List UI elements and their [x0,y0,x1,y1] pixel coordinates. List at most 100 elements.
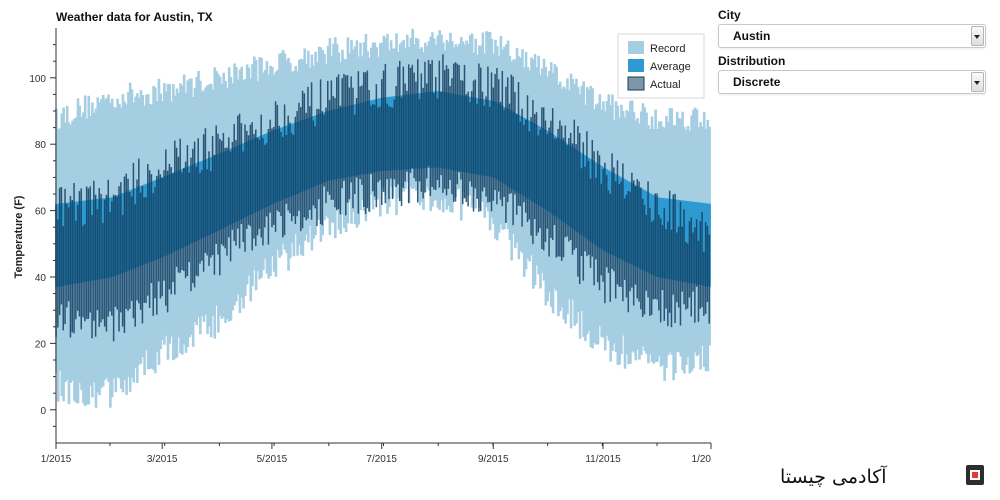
actual-bar [584,166,586,252]
distribution-label: Distribution [718,54,786,68]
actual-bar [541,107,543,250]
y-tick-label: 0 [40,406,46,417]
actual-bar [80,188,82,330]
actual-bar [433,93,435,190]
actual-bar [629,191,631,292]
actual-bar [467,91,469,207]
actual-bar [643,205,646,315]
actual-bar [327,80,329,192]
actual-bar [78,191,81,317]
actual-bar [463,64,466,199]
city-select-value: Austin [733,29,771,43]
actual-bar [253,134,255,239]
actual-bar [154,187,156,299]
actual-bar [499,101,502,200]
actual-bar [145,197,147,304]
actual-bar [595,177,597,260]
actual-bar [600,183,603,276]
actual-bar [174,140,176,295]
actual-bar [485,96,487,197]
actual-bar [611,153,613,270]
actual-bar [692,232,694,292]
actual-bar [438,60,441,188]
actual-bar [348,87,351,200]
city-select[interactable]: Austin [718,24,986,48]
actual-bar [170,167,172,295]
actual-bar [96,209,99,311]
actual-bar [550,120,552,238]
actual-bar [339,105,342,215]
actual-bar [292,135,295,217]
actual-bar [406,90,408,172]
actual-bar [613,167,615,272]
actual-bar [249,124,252,227]
actual-bar [89,186,91,313]
actual-bar [622,163,624,302]
actual-bar [578,133,581,285]
chart-svg: Weather data for Austin, TX 0 20 40 60 80 100… [13,10,712,465]
actual-bar [134,204,136,327]
actual-bar [364,72,367,215]
y-tick-label: 20 [35,339,47,350]
actual-bar [382,70,385,192]
actual-bar [386,103,388,180]
actual-bar [395,86,397,188]
actual-bar [305,112,307,221]
actual-bar [605,175,608,268]
actual-bar [656,193,658,300]
actual-bar [598,155,601,291]
actual-bar [258,139,261,229]
actual-bar [168,163,171,290]
actual-bar [310,82,313,220]
actual-bar [57,219,59,328]
actual-bar [296,110,298,217]
actual-bar [638,181,640,302]
actual-bar [452,63,455,202]
city-label: City [718,8,741,22]
actual-bar [260,114,262,238]
actual-bar [431,60,433,187]
actual-bar [58,187,61,316]
y-axis-label: Temperature (F) [13,195,25,278]
series-layer [55,28,711,408]
actual-bar [318,109,320,200]
actual-bar [663,208,666,321]
chart-title: Weather data for Austin, TX [56,10,213,24]
actual-bar [278,125,280,213]
actual-bar [129,191,131,309]
actual-bar [539,129,541,229]
actual-bar [442,54,444,193]
chevron-down-icon[interactable] [971,72,984,92]
actual-bar [93,180,95,321]
actual-bar [323,114,325,187]
actual-bar [273,126,275,225]
actual-bar [109,211,111,312]
actual-bar [332,96,334,200]
distribution-control: Distribution Discrete [718,52,986,94]
actual-bar [449,86,451,180]
actual-bar [510,74,513,194]
actual-bar [555,138,558,258]
actual-bar [546,133,549,229]
actual-bar [219,138,221,276]
actual-bar [247,135,250,225]
actual-bar [483,105,486,188]
actual-bar [679,201,682,326]
distribution-select[interactable]: Discrete [718,70,986,94]
actual-bar [393,99,396,180]
actual-bar [636,179,639,299]
actual-bar [228,137,230,238]
actual-bar [665,229,667,309]
actual-bar [143,197,145,303]
actual-bar [334,97,336,208]
actual-bar [699,221,702,309]
actual-bar [233,124,235,241]
actual-bar [416,59,419,203]
actual-bar [650,221,653,315]
actual-bar [141,186,144,324]
actual-bar [107,179,109,317]
chevron-down-icon[interactable] [971,26,984,46]
actual-bar [132,162,135,319]
actual-bar [647,181,649,298]
actual-bar [251,122,253,251]
